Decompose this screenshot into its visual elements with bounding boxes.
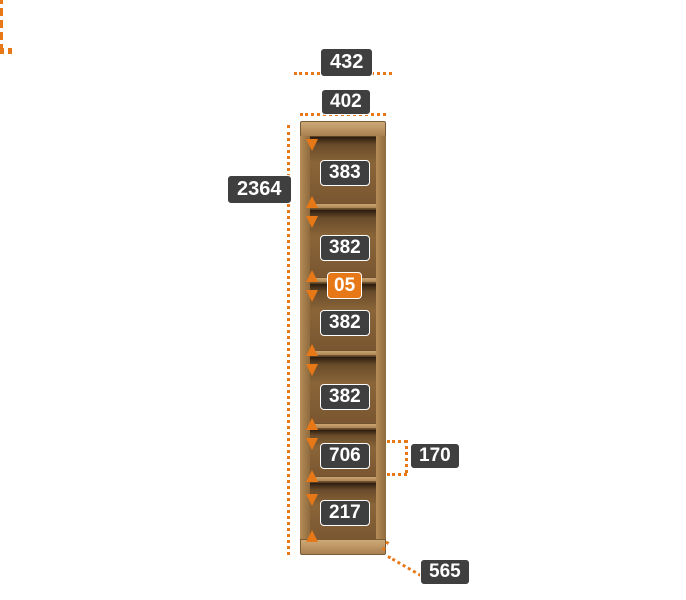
guide-170-top xyxy=(387,440,407,443)
dim-shelf-5: 706 xyxy=(320,443,370,469)
bookcase-cavity xyxy=(310,136,376,540)
dim-depth: 565 xyxy=(420,559,470,585)
arrow-down-icon xyxy=(306,494,318,506)
arrow-up-icon xyxy=(306,470,318,482)
dim-shelf-6: 217 xyxy=(320,500,370,526)
tick xyxy=(0,51,12,54)
arrow-up-icon xyxy=(306,344,318,356)
guide-170-v xyxy=(405,440,408,473)
arrow-up-icon xyxy=(306,418,318,430)
arrow-down-icon xyxy=(306,216,318,228)
dim-shelf-3: 382 xyxy=(320,310,370,336)
dim-outer-width: 432 xyxy=(320,48,373,77)
dim-overall-height: 2364 xyxy=(227,175,292,204)
bookcase-side-right xyxy=(375,136,386,540)
dim-shelf-2: 382 xyxy=(320,235,370,261)
arrow-down-icon xyxy=(306,290,318,302)
item-number-badge: 05 xyxy=(327,272,362,299)
arrow-up-icon xyxy=(306,530,318,542)
guide-170-bot xyxy=(387,473,407,476)
dim-right-170: 170 xyxy=(410,443,460,469)
tick xyxy=(0,24,3,36)
diagram-stage: 432 402 2364 xyxy=(0,0,686,600)
bookcase-top-cap xyxy=(300,121,386,137)
arrow-up-icon xyxy=(306,270,318,282)
arrow-down-icon xyxy=(306,139,318,151)
arrow-up-icon xyxy=(306,196,318,208)
tick xyxy=(0,36,3,48)
tick xyxy=(0,12,3,24)
tick xyxy=(0,0,3,12)
arrow-down-icon xyxy=(306,438,318,450)
arrow-down-icon xyxy=(306,364,318,376)
dim-shelf-1: 383 xyxy=(320,160,370,186)
dim-carcass-width: 402 xyxy=(321,89,371,115)
bookcase xyxy=(300,121,386,555)
dim-shelf-4: 382 xyxy=(320,384,370,410)
